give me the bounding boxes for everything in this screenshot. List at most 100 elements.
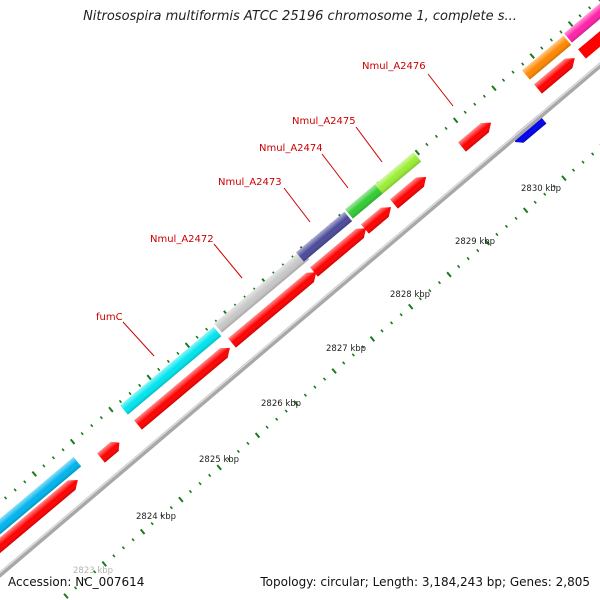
- major-tick: [101, 560, 107, 567]
- major-tick: [216, 464, 222, 471]
- cds-bar[interactable]: [534, 54, 578, 94]
- feature-nmul-a2472[interactable]: [214, 250, 310, 333]
- minor-tick: [42, 464, 46, 468]
- minor-tick: [549, 38, 553, 42]
- feature-nmul-a2473[interactable]: [296, 211, 353, 262]
- cds-bar[interactable]: [390, 172, 430, 209]
- gene-label-nmul-a2472[interactable]: Nmul_A2472: [150, 234, 214, 245]
- minor-tick: [99, 415, 103, 420]
- minor-tick: [150, 521, 154, 526]
- minor-tick: [118, 399, 123, 404]
- kbp-label: 2826 kbp: [261, 399, 301, 409]
- minor-tick: [275, 417, 279, 421]
- minor-tick: [444, 126, 448, 131]
- major-tick: [529, 53, 535, 59]
- major-tick: [178, 496, 184, 503]
- minor-tick: [571, 168, 576, 172]
- minor-tick: [456, 264, 461, 269]
- feature-nmul-a2476[interactable]: [458, 118, 495, 152]
- major-tick: [63, 593, 69, 599]
- cds-bar[interactable]: [134, 343, 234, 430]
- gene-label-nmul-a2476[interactable]: Nmul_A2476: [362, 61, 426, 72]
- cds-bar[interactable]: [578, 25, 600, 59]
- minor-tick: [322, 377, 327, 381]
- cds-track: [0, 25, 600, 557]
- minor-tick: [93, 570, 97, 574]
- major-tick: [484, 239, 491, 246]
- major-tick: [369, 335, 376, 342]
- minor-tick: [23, 480, 27, 484]
- label-leaders: [122, 73, 454, 357]
- leader-nmul-a2475: [355, 126, 383, 163]
- minor-tick: [265, 425, 269, 429]
- minor-tick: [581, 160, 585, 164]
- major-tick: [414, 149, 421, 156]
- kbp-labels: 2830 kbp 2829 kbp 2828 kbp 2827 kbp 2826…: [73, 184, 561, 576]
- minor-tick: [121, 546, 126, 550]
- minor-tick: [501, 78, 506, 82]
- minor-tick: [208, 473, 212, 478]
- backbone: [0, 62, 600, 578]
- major-tick: [331, 368, 337, 374]
- minor-tick: [198, 481, 202, 486]
- gene-label-fumc[interactable]: fumC: [96, 312, 123, 323]
- minor-tick: [13, 488, 17, 492]
- major-tick: [567, 20, 574, 27]
- feature-orange-gene[interactable]: [522, 35, 572, 80]
- minor-tick: [73, 586, 78, 590]
- cds-bar[interactable]: [310, 224, 370, 277]
- major-tick: [139, 528, 146, 535]
- kbp-label: 2829 kbp: [455, 237, 495, 247]
- minor-tick: [540, 46, 544, 50]
- minor-tick: [578, 14, 582, 18]
- minor-tick: [80, 431, 84, 436]
- topology-text: Topology: circular; Length: 3,184,243 bp…: [260, 575, 590, 589]
- minor-tick: [434, 134, 439, 139]
- kbp-label: 2824 kbp: [136, 512, 176, 522]
- major-tick: [408, 303, 414, 310]
- major-tick: [31, 470, 37, 477]
- minor-tick: [169, 505, 173, 510]
- minor-tick: [195, 335, 199, 339]
- kbp-label: 2825 kbp: [199, 455, 239, 465]
- minor-tick: [389, 321, 394, 325]
- feature-nmul-a2474[interactable]: [345, 184, 383, 219]
- minor-tick: [90, 423, 94, 428]
- minor-tick: [303, 393, 308, 397]
- minor-tick: [466, 256, 470, 261]
- feature-red-small-left[interactable]: [97, 438, 123, 463]
- feature-cyan-gene-left[interactable]: [0, 457, 82, 540]
- gene-label-nmul-a2474[interactable]: Nmul_A2474: [259, 143, 323, 154]
- feature-magenta-gene[interactable]: [564, 1, 600, 43]
- minor-tick: [205, 327, 209, 331]
- minor-tick: [166, 359, 170, 364]
- minor-tick: [399, 313, 403, 317]
- gene-label-nmul-a2473[interactable]: Nmul_A2473: [218, 177, 282, 188]
- minor-tick: [160, 513, 164, 518]
- minor-tick: [495, 232, 499, 237]
- minor-tick: [482, 94, 486, 98]
- minor-tick: [591, 152, 595, 156]
- gene-label-nmul-a2475[interactable]: Nmul_A2475: [292, 116, 356, 127]
- cds-bar[interactable]: [228, 268, 320, 348]
- major-tick: [561, 175, 567, 182]
- minor-tick: [511, 70, 515, 74]
- minor-tick: [425, 142, 429, 147]
- feature-fumc[interactable]: [120, 326, 222, 415]
- minor-tick: [3, 496, 8, 500]
- leader-nmul-a2474: [321, 153, 349, 189]
- minor-tick: [463, 110, 467, 114]
- cds-bar[interactable]: [0, 475, 82, 557]
- minor-tick: [157, 367, 161, 372]
- minor-tick: [112, 554, 116, 558]
- minor-tick: [533, 200, 537, 204]
- feature-blue-small[interactable]: [511, 114, 547, 146]
- minor-tick: [380, 329, 384, 333]
- minor-tick: [473, 102, 477, 106]
- feature-nmul-a2475[interactable]: [375, 152, 422, 194]
- minor-tick: [418, 297, 422, 301]
- minor-tick: [351, 353, 355, 357]
- minor-tick: [437, 280, 442, 285]
- minor-tick: [342, 361, 346, 365]
- cds-bar[interactable]: [361, 203, 395, 234]
